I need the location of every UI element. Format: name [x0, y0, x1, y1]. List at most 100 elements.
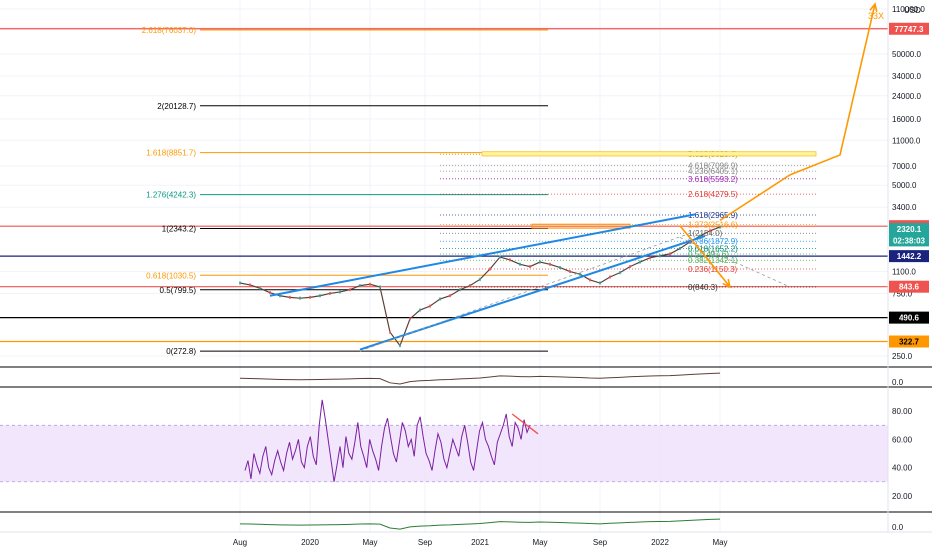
time-axis-tick: 2022 — [651, 538, 669, 547]
fib-ext-label: 1.272(2516.6) — [688, 220, 738, 229]
fib-level-label: 0.5(799.5) — [160, 286, 197, 295]
fib-ext-label: 0.786(1872.9) — [688, 237, 738, 246]
fib-ext-label: 0.236(1150.3) — [688, 265, 738, 274]
fib-level-label: 0(272.8) — [166, 347, 196, 356]
price-badge — [889, 234, 929, 247]
price-axis-tick: 11000.0 — [892, 136, 921, 145]
projection-up-arrow — [719, 3, 876, 222]
price-candle — [549, 262, 551, 266]
price-candle — [429, 304, 431, 308]
price-axis-tick: 110000.0 — [892, 5, 925, 14]
rsi-axis-tick: 60.00 — [892, 435, 913, 444]
price-axis-tick: 7000.0 — [892, 162, 917, 171]
rsi-trendline — [511, 413, 539, 435]
rsi-series-line — [244, 399, 531, 482]
price-candle — [519, 262, 521, 266]
price-candle — [399, 344, 401, 348]
levels-layer — [0, 28, 888, 343]
time-axis-tick: 2020 — [301, 538, 319, 547]
price-candle — [599, 281, 601, 285]
currency-label: USD — [904, 6, 921, 15]
panes-layer — [0, 366, 932, 530]
obv-axis-tick: 0.0 — [892, 523, 904, 532]
price-badge-label: 77747.3 — [895, 25, 924, 34]
target-zone-box — [481, 151, 817, 157]
price-candle — [639, 260, 641, 264]
price-candle — [269, 291, 271, 295]
price-candle — [239, 281, 241, 285]
price-badge-label: 322.7 — [899, 338, 920, 347]
fib-level-label: 1.618(8851.7) — [146, 149, 196, 158]
annotation-layer: 33X — [269, 2, 884, 352]
price-candle — [389, 330, 391, 334]
fib-ext-label: 3.618(5593.2) — [688, 175, 738, 184]
price-candle — [449, 294, 451, 298]
price-candle — [579, 272, 581, 276]
fib-level-label: 1.276(4242.3) — [146, 191, 196, 200]
rsi-axis-tick: 80.00 — [892, 407, 913, 416]
price-axis-tick: 750.0 — [892, 289, 913, 298]
obv-pane-series — [239, 518, 721, 530]
price-candle — [709, 229, 711, 233]
price-badge — [889, 223, 929, 236]
price-candle — [419, 308, 421, 312]
multiplier-label: 33X — [868, 11, 884, 21]
fib-ext-label: 0(840.3) — [688, 283, 718, 292]
time-axis-tick: May — [712, 538, 727, 547]
price-badge — [889, 250, 929, 263]
price-candle — [489, 267, 491, 271]
price-candle — [459, 288, 461, 292]
volume-axis-tick: 0.0 — [892, 378, 904, 387]
price-candle — [679, 246, 681, 250]
projection-up-arrow-arrowhead — [869, 2, 878, 12]
price-axis-tick: 1100.0 — [892, 268, 916, 277]
fib-ext-label: 4.618(7096.9) — [688, 161, 738, 170]
fib-level-label: 2(20128.7) — [157, 102, 196, 111]
price-badge-label: 1442.2 — [897, 252, 922, 261]
fib-ext-label: 1.618(2965.9) — [688, 211, 738, 220]
price-candle — [499, 255, 501, 259]
time-axis-tick: Aug — [233, 538, 247, 547]
price-badge — [889, 280, 929, 293]
price-axis-tick: 16000.0 — [892, 115, 921, 124]
price-axis-tick: 50000.0 — [892, 50, 921, 59]
price-candle — [249, 283, 251, 287]
price-candle — [369, 282, 371, 286]
price-candle — [629, 265, 631, 269]
price-candle — [309, 295, 311, 299]
price-badge-label: 490.6 — [899, 314, 920, 323]
fib-ext-label: 4.236(6405.1) — [688, 167, 738, 176]
price-candle — [289, 295, 291, 299]
price-candle — [299, 296, 301, 300]
price-candle — [359, 284, 361, 288]
price-axis-tick: 24000.0 — [892, 92, 921, 101]
price-candle — [509, 258, 511, 262]
price-candle — [619, 271, 621, 275]
price-candle — [539, 260, 541, 264]
projection-down-arrow — [679, 225, 731, 288]
time-axis-tick: Sep — [593, 538, 608, 547]
price-candle — [609, 275, 611, 279]
fib-level-label: 2.618(76037.0) — [142, 26, 197, 35]
price-candle — [259, 286, 261, 290]
fib-level-label: 1(2343.2) — [162, 224, 197, 233]
rsi-band — [0, 425, 888, 482]
fib-ext-label: 2.618(4279.5) — [688, 190, 738, 199]
volume-pane-series — [239, 372, 721, 385]
price-badge-label: 2320.1 — [897, 225, 922, 234]
price-candle — [319, 294, 321, 298]
price-candle — [669, 252, 671, 256]
price-candle — [469, 284, 471, 288]
price-candle — [479, 277, 481, 281]
price-badge-label: 843.6 — [899, 283, 920, 292]
rsi-axis-tick: 20.00 — [892, 492, 913, 501]
price-candle — [719, 225, 721, 229]
price-candle — [329, 291, 331, 295]
price-badge — [889, 335, 929, 348]
fib-baseline — [679, 237, 791, 288]
fib-baseline — [359, 232, 691, 352]
price-candle — [279, 294, 281, 298]
